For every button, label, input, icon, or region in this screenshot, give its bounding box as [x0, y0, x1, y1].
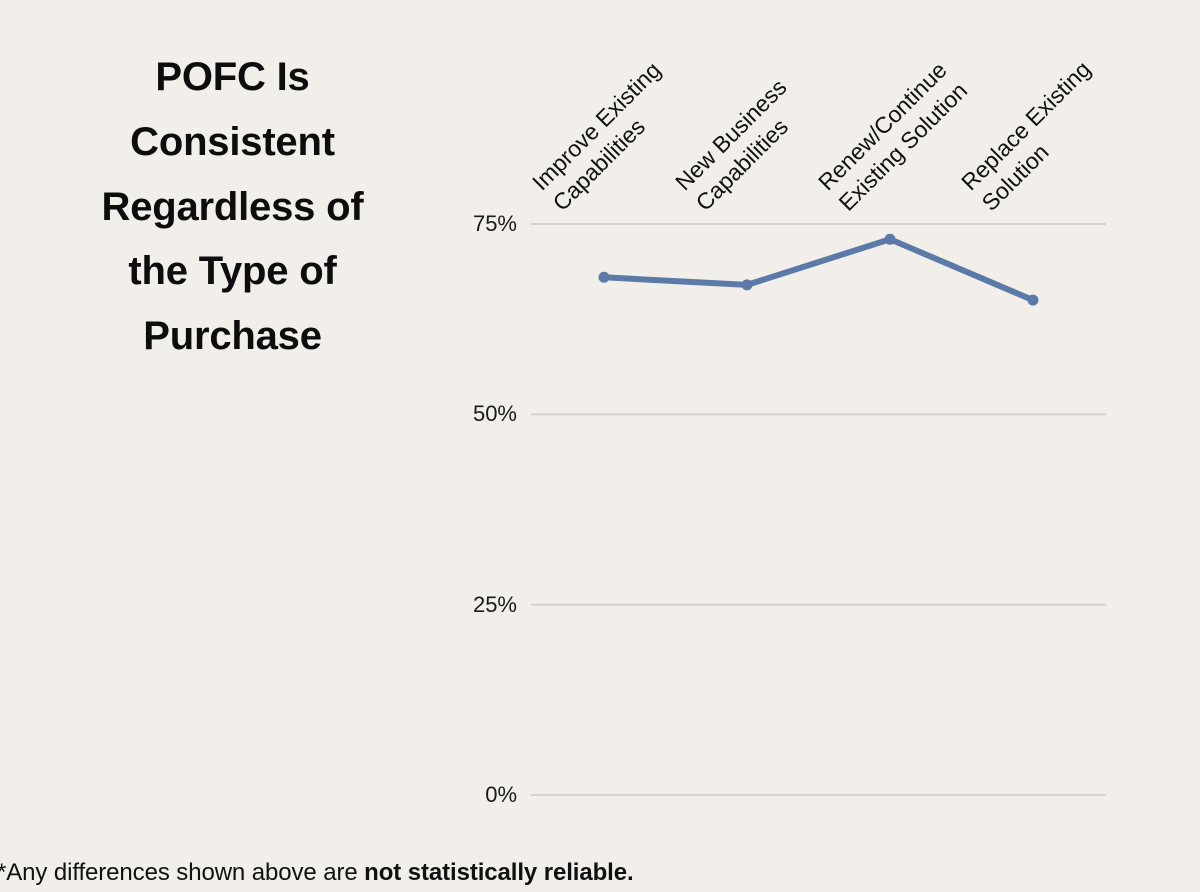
footnote-emphasis: not statistically reliable. [364, 859, 634, 886]
y-axis-tick-label: 25% [472, 591, 517, 617]
data-point[interactable] [884, 233, 896, 245]
x-axis-tick-label: Renew/Continue Existing Solution [813, 56, 973, 217]
chart-figure: 0% 25% 50% 75% Improve Existing Capabilitie… [0, 0, 1200, 860]
chart-canvas [531, 223, 1106, 796]
data-point[interactable] [741, 279, 753, 291]
x-axis-tick-label: Improve Existing Capabilities [527, 56, 666, 217]
chart-gridlines [531, 223, 1106, 796]
data-point[interactable] [598, 271, 610, 283]
footnote: *Any differences shown above are not sta… [0, 859, 634, 887]
title-block: POFC Is Consistent Regardless of the Typ… [55, 45, 410, 369]
page-title: POFC Is Consistent Regardless of the Typ… [101, 55, 364, 359]
y-axis-tick-labels: 0% 25% 50% 75% [437, 0, 517, 860]
footnote-text: *Any differences shown above are [0, 859, 365, 886]
y-axis-tick-label: 0% [485, 782, 517, 807]
data-point[interactable] [1027, 294, 1039, 306]
chart-series-layer [598, 233, 1039, 306]
x-axis-tick-labels: Improve Existing Capabilities New Busines… [0, 0, 1200, 218]
y-axis-tick-label: 50% [472, 401, 517, 427]
x-axis-tick-label: Replace Existing Solution [956, 55, 1096, 217]
series-line [601, 236, 1036, 304]
x-axis-tick-label: New Business Capabilities [670, 74, 794, 217]
y-axis-tick-label: 75% [472, 211, 517, 236]
